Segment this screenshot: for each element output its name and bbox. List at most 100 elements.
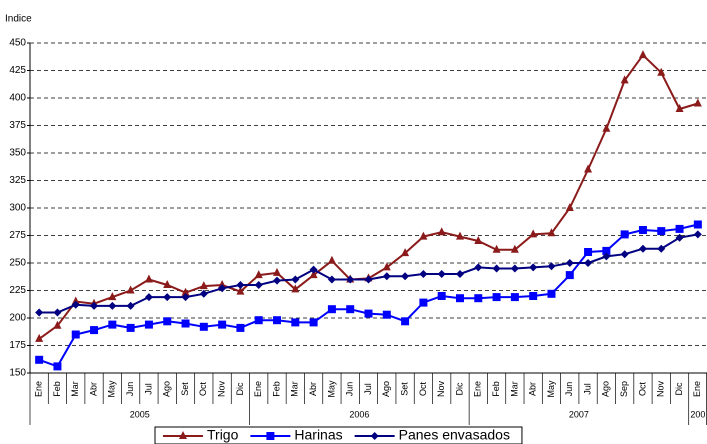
y-tick-label: 275 [9, 230, 26, 241]
x-tick-label: Jun [564, 382, 574, 397]
data-point [382, 262, 391, 271]
data-point [108, 320, 117, 329]
data-point [657, 227, 666, 236]
x-tick-label: Dic [674, 382, 684, 395]
data-point [510, 293, 519, 302]
y-tick-label: 300 [9, 203, 26, 214]
data-point [547, 262, 556, 271]
data-point [565, 203, 574, 211]
data-point [474, 294, 483, 303]
data-point [370, 432, 379, 440]
data-point [35, 308, 44, 317]
data-point [71, 296, 80, 305]
data-point [199, 281, 208, 290]
data-point [565, 271, 574, 280]
data-point [547, 228, 556, 237]
data-point [144, 320, 153, 329]
legend-label: Panes envasados [399, 427, 510, 443]
data-point [236, 281, 245, 289]
x-tick-label: Oct [637, 382, 647, 397]
y-tick-label: 250 [9, 258, 26, 269]
y-tick-label: 425 [9, 65, 26, 76]
y-tick-label: 150 [9, 368, 26, 379]
data-point [675, 224, 684, 233]
data-point [126, 323, 135, 332]
data-point [401, 272, 410, 281]
data-point [291, 318, 300, 327]
data-point [602, 123, 611, 132]
x-tick-label: Ene [473, 381, 483, 397]
x-tick-label: Mar [509, 381, 519, 397]
x-tick-label: Jul [143, 383, 153, 395]
x-tick-label: Feb [491, 381, 501, 397]
data-point [693, 98, 702, 107]
legend-box [154, 426, 523, 444]
x-group-label: 200 [690, 409, 705, 419]
data-point [510, 244, 519, 253]
data-point [401, 248, 410, 257]
data-point [218, 280, 227, 288]
y-tick-label: 350 [9, 148, 26, 159]
x-tick-label: Ene [253, 381, 263, 397]
data-point [254, 281, 263, 289]
data-point [474, 263, 483, 272]
x-tick-label: May [107, 380, 117, 398]
data-point [657, 244, 666, 253]
data-point [657, 67, 666, 76]
data-point [90, 326, 99, 335]
data-point [510, 264, 519, 273]
data-point [291, 284, 300, 293]
x-tick-label: Jul [363, 383, 373, 395]
x-tick-label: Oct [198, 382, 208, 397]
y-tick-label: 200 [9, 313, 26, 324]
data-point [163, 280, 172, 288]
data-point [266, 432, 275, 440]
data-point [584, 164, 593, 173]
data-point [437, 227, 446, 236]
legend-label: Harinas [294, 427, 342, 443]
data-point [529, 292, 538, 300]
data-point [108, 301, 117, 310]
legend-label: Trigo [207, 427, 239, 443]
x-tick-label: Mar [290, 381, 300, 397]
x-tick-label: Jun [125, 382, 135, 397]
data-point [401, 317, 410, 326]
x-tick-label: Feb [271, 381, 281, 397]
data-point [236, 323, 245, 332]
x-tick-label: Jun [345, 382, 355, 397]
data-point [126, 301, 135, 310]
data-point [529, 263, 538, 272]
data-point [218, 320, 227, 329]
data-point [602, 246, 611, 255]
x-tick-label: Set [399, 382, 409, 396]
data-point [199, 289, 208, 298]
data-point [474, 236, 483, 244]
data-point [529, 229, 538, 238]
data-point [309, 265, 318, 274]
data-point [638, 226, 647, 234]
data-point [602, 252, 611, 261]
data-point [179, 431, 187, 439]
data-point [35, 355, 44, 364]
data-point [71, 300, 80, 309]
x-tick-label: Nov [656, 381, 666, 398]
x-tick-label: Abr [308, 382, 318, 396]
data-point [181, 293, 190, 302]
legend: Trigo Harinas Panes envasados [154, 426, 523, 444]
x-tick-label: Nov [436, 381, 446, 398]
data-point [620, 75, 629, 84]
y-tick-label: 400 [9, 93, 26, 104]
y-tick-label: 225 [9, 285, 26, 296]
y-tick-label: 175 [9, 340, 26, 351]
x-tick-label: Ago [381, 381, 391, 397]
data-point [455, 270, 464, 278]
data-point [419, 231, 428, 240]
data-point [437, 270, 446, 278]
data-point [53, 362, 62, 371]
x-tick-label: Dic [454, 382, 464, 395]
x-tick-label: Abr [528, 382, 538, 396]
data-point [620, 250, 629, 259]
data-point [144, 274, 153, 283]
x-tick-label: Ago [601, 381, 611, 397]
data-point [346, 275, 355, 284]
